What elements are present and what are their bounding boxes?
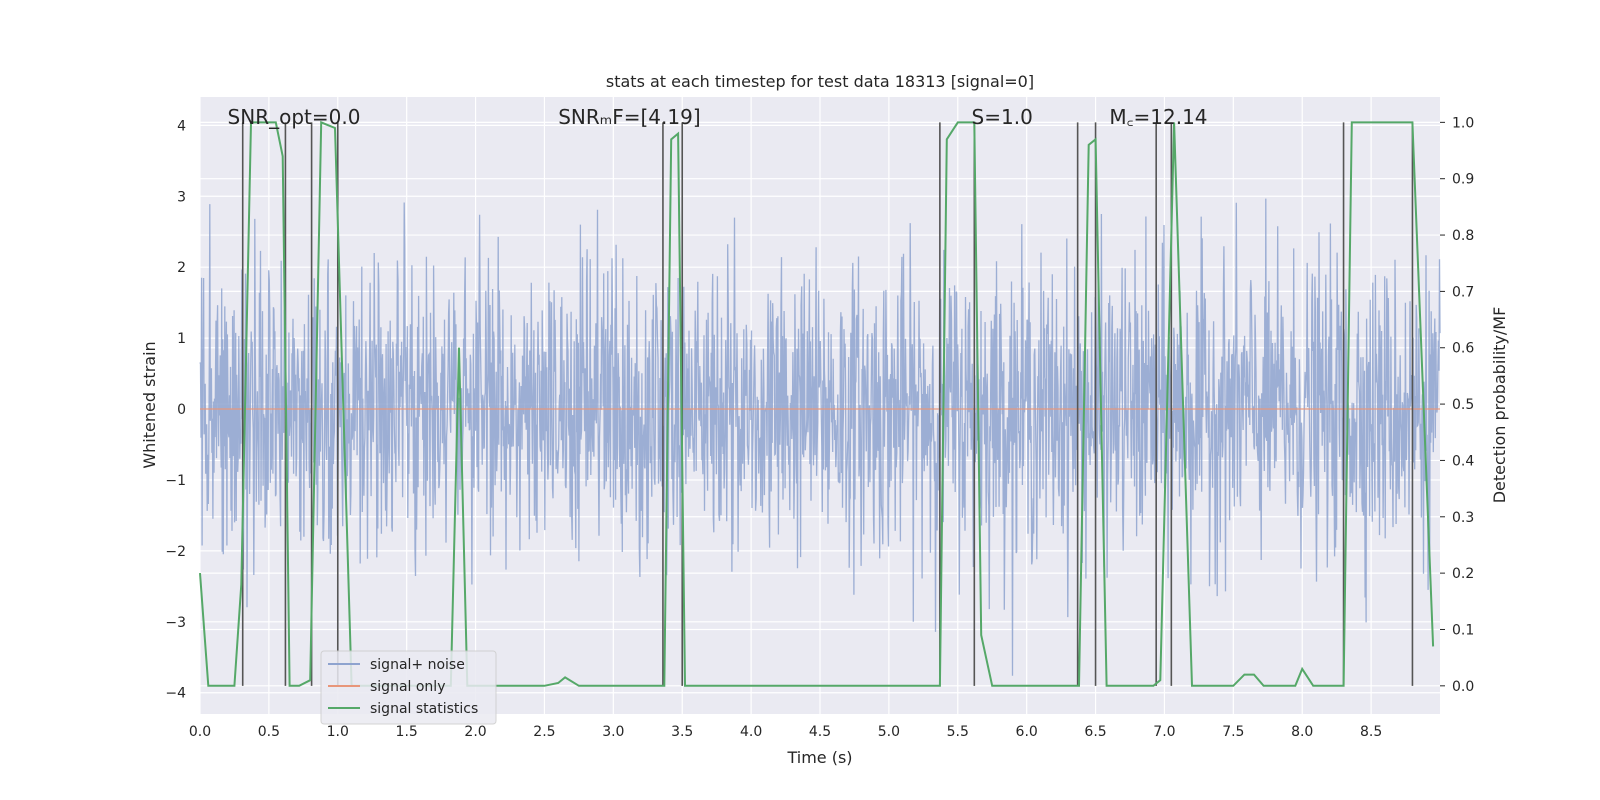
x-tick-label: 1.5	[396, 724, 418, 740]
y-tick-label-right: 0.7	[1452, 284, 1474, 300]
chart-annotation: S=1.0	[972, 105, 1033, 129]
x-tick-label: 1.0	[327, 724, 349, 740]
x-axis-ticks: 0.0 0.5 1.0 1.5 2.0 2.5 3.0 3.5 4.0 4.5 5.0 5.5 6.0 6…	[189, 724, 1382, 740]
x-tick-label: 3.0	[602, 724, 624, 740]
y-tick-label-left: 2	[177, 260, 186, 276]
legend-frame	[320, 650, 497, 725]
x-tick-label: 5.0	[878, 724, 900, 740]
x-axis-label: Time (s)	[786, 748, 852, 767]
x-tick-label: 2.5	[533, 724, 555, 740]
y-axis-ticks-right: 1.0 0.9 0.8 0.7 0.6 0.5 0.4 0.3 0.2 0.1 0.0	[1440, 115, 1474, 695]
plot-content	[199, 120, 1441, 687]
series-signal-statistics	[199, 120, 1435, 687]
x-tick-label: 4.0	[740, 724, 762, 740]
x-tick-label: 0.0	[189, 724, 211, 740]
x-tick-label: 4.5	[809, 724, 831, 740]
y-tick-label-right: 0.1	[1452, 622, 1474, 638]
y-tick-label-left: −1	[165, 473, 186, 489]
y-tick-label-right: 0.6	[1452, 341, 1474, 357]
y-tick-label-right: 0.9	[1452, 172, 1474, 188]
y-tick-label-left: −4	[165, 686, 186, 702]
y-tick-label-right: 0.5	[1452, 397, 1474, 413]
x-tick-label: 6.5	[1084, 724, 1106, 740]
chart-annotation: M꜀=12.14	[1109, 105, 1207, 129]
annotations: SNR_opt=0.0 SNRₘF=[4.19] S=1.0 M꜀=12.14	[228, 105, 1208, 129]
x-tick-label: 3.5	[671, 724, 693, 740]
legend-label-signal-statistics: signal statistics	[370, 701, 478, 717]
y-tick-label-right: 0.3	[1452, 510, 1474, 526]
legend-label-signal-noise: signal+ noise	[370, 657, 465, 673]
y-tick-label-left: 4	[177, 118, 186, 134]
x-tick-label: 7.5	[1222, 724, 1244, 740]
y-axis-label-right: Detection probability/MF	[1490, 307, 1509, 504]
x-tick-label: 7.0	[1153, 724, 1175, 740]
chart-title: stats at each timestep for test data 183…	[606, 72, 1034, 91]
series-signal-noise	[199, 198, 1441, 676]
x-tick-label: 2.0	[464, 724, 486, 740]
y-tick-label-right: 0.8	[1452, 228, 1474, 244]
x-tick-label: 8.5	[1360, 724, 1382, 740]
y-tick-label-right: 0.0	[1452, 679, 1474, 695]
y-axis-ticks-left: 4 3 2 1 0 −1 −2 −3 −4	[165, 118, 186, 701]
y-tick-label-left: 3	[177, 189, 186, 205]
y-tick-label-left: 0	[177, 402, 186, 418]
y-tick-label-left: −3	[165, 615, 186, 631]
legend-label-signal-only: signal only	[370, 679, 445, 695]
x-tick-label: 0.5	[258, 724, 280, 740]
x-tick-label: 8.0	[1291, 724, 1313, 740]
legend: signal+ noise signal only signal statist…	[320, 650, 497, 725]
y-tick-label-right: 1.0	[1452, 115, 1474, 131]
chart-annotation: SNRₘF=[4.19]	[558, 105, 700, 129]
y-tick-label-right: 0.4	[1452, 453, 1474, 469]
y-tick-label-right: 0.2	[1452, 566, 1474, 582]
y-axis-label-left: Whitened strain	[140, 341, 159, 468]
y-tick-label-left: −2	[165, 544, 186, 560]
chart-annotation: SNR_opt=0.0	[228, 105, 361, 129]
signal-statistics-line	[199, 120, 1435, 687]
y-tick-label-left: 1	[177, 331, 186, 347]
x-tick-label: 5.5	[947, 724, 969, 740]
x-tick-label: 6.0	[1016, 724, 1038, 740]
signal-noise-line	[199, 198, 1441, 676]
